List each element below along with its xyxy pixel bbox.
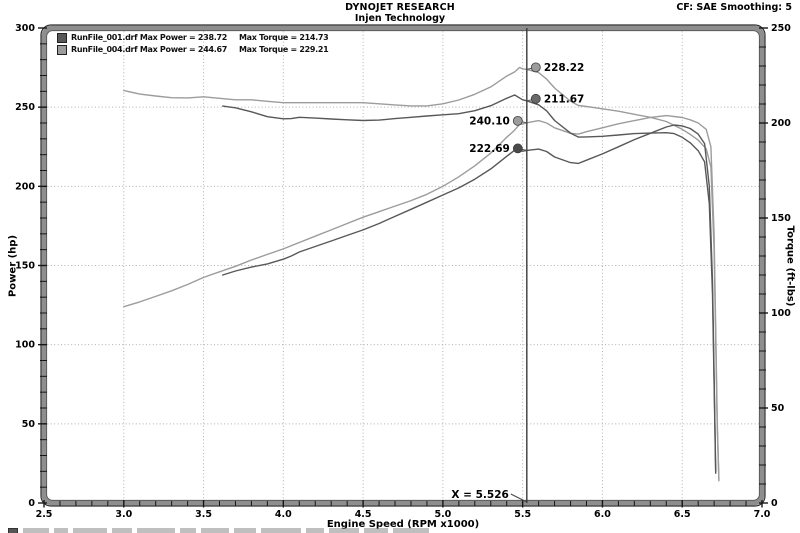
gridlines [44, 28, 762, 503]
x-tick-label: 5.5 [514, 509, 531, 520]
callout-dot [512, 143, 523, 154]
cursor-callouts: 228.22 211.67 240.10 222.69 [469, 62, 584, 155]
curve-run004_torque [123, 66, 720, 482]
clipped-text-fragment [137, 528, 175, 533]
power-tick-label: 150 [15, 261, 35, 272]
clipped-text-fragment [306, 528, 324, 533]
torque-tick-label: 100 [771, 308, 791, 319]
clipped-text-fragment [393, 528, 429, 533]
clipped-text-fragment [73, 528, 107, 533]
legend-row-run004: RunFile_004.drf Max Power = 244.67 Max To… [57, 44, 329, 55]
clipped-text-fragment [54, 528, 68, 533]
cursor-label-connector [510, 493, 528, 503]
curve-run004_power [123, 114, 720, 480]
clipped-text-fragment [329, 528, 359, 533]
page-title: DYNOJET RESEARCH [345, 2, 455, 13]
legend-row-run001: RunFile_001.drf Max Power = 238.72 Max To… [57, 32, 329, 43]
clipped-text-fragment [364, 528, 388, 533]
page-subtitle: Injen Technology [354, 13, 446, 24]
torque-tick-label: 0 [771, 498, 778, 509]
run004-color-swatch-icon [57, 44, 67, 55]
callout-dot [512, 115, 523, 126]
axis-ticks [38, 27, 768, 508]
correction-smoothing-label: CF: SAE Smoothing: 5 [676, 2, 792, 13]
run001-file-label: RunFile_001.drf [71, 33, 138, 42]
x-tick-label: 5.0 [434, 509, 451, 520]
x-tick-label: 2.5 [36, 509, 53, 520]
callout-value-label: 211.67 [544, 93, 585, 105]
clipped-legend-square-icon [8, 528, 18, 533]
curve-run001_torque [221, 94, 717, 474]
clipped-text-fragment [23, 528, 49, 533]
curve-run001_power [221, 124, 717, 472]
clipped-text-fragment [201, 528, 229, 533]
x-tick-label: 4.5 [355, 509, 372, 520]
torque-tick-label: 50 [771, 403, 785, 414]
axis-tick-labels: 2.5 3.0 3.5 4.0 4.5 5.0 5.5 6.0 6.5 7.00501001502… [15, 23, 791, 520]
x-tick-label: 4.0 [275, 509, 292, 520]
power-tick-label: 300 [15, 23, 35, 34]
torque-tick-label: 150 [771, 213, 791, 224]
x-tick-label: 6.0 [594, 509, 611, 520]
clipped-text-fragment [112, 528, 132, 533]
cursor-x-label: X = 5.526 [451, 489, 508, 501]
clipped-text-fragment [180, 528, 196, 533]
callout-value-label: 240.10 [469, 115, 510, 127]
power-tick-label: 200 [15, 181, 35, 192]
run001-max-torque-label: Max Torque = 214.73 [239, 33, 329, 42]
dyno-curves [123, 66, 720, 482]
power-tick-label: 250 [15, 102, 35, 113]
run-legend: RunFile_001.drf Max Power = 238.72 Max To… [57, 32, 329, 56]
power-tick-label: 50 [22, 419, 36, 430]
x-tick-label: 7.0 [754, 509, 771, 520]
callout-dot [530, 62, 541, 73]
run001-max-power-label: Max Power = 238.72 [139, 33, 227, 42]
clipped-caption [8, 528, 448, 533]
callout-dot [530, 93, 541, 104]
run001-color-swatch-icon [57, 32, 67, 43]
clipped-text-fragment [234, 528, 256, 533]
torque-tick-label: 200 [771, 118, 791, 129]
power-tick-label: 0 [28, 498, 35, 509]
run004-max-torque-label: Max Torque = 229.21 [239, 45, 329, 54]
x-tick-label: 3.0 [115, 509, 132, 520]
x-tick-label: 6.5 [674, 509, 691, 520]
power-tick-label: 100 [15, 340, 35, 351]
callout-value-label: 228.22 [544, 62, 585, 74]
x-axis-title: Engine Speed (RPM x1000) [326, 519, 480, 530]
run004-file-label: RunFile_004.drf [71, 45, 138, 54]
run004-max-power-label: Max Power = 244.67 [139, 45, 227, 54]
torque-tick-label: 250 [771, 23, 791, 34]
clipped-text-fragment [261, 528, 301, 533]
x-tick-label: 3.5 [195, 509, 212, 520]
callout-value-label: 222.69 [469, 143, 510, 155]
